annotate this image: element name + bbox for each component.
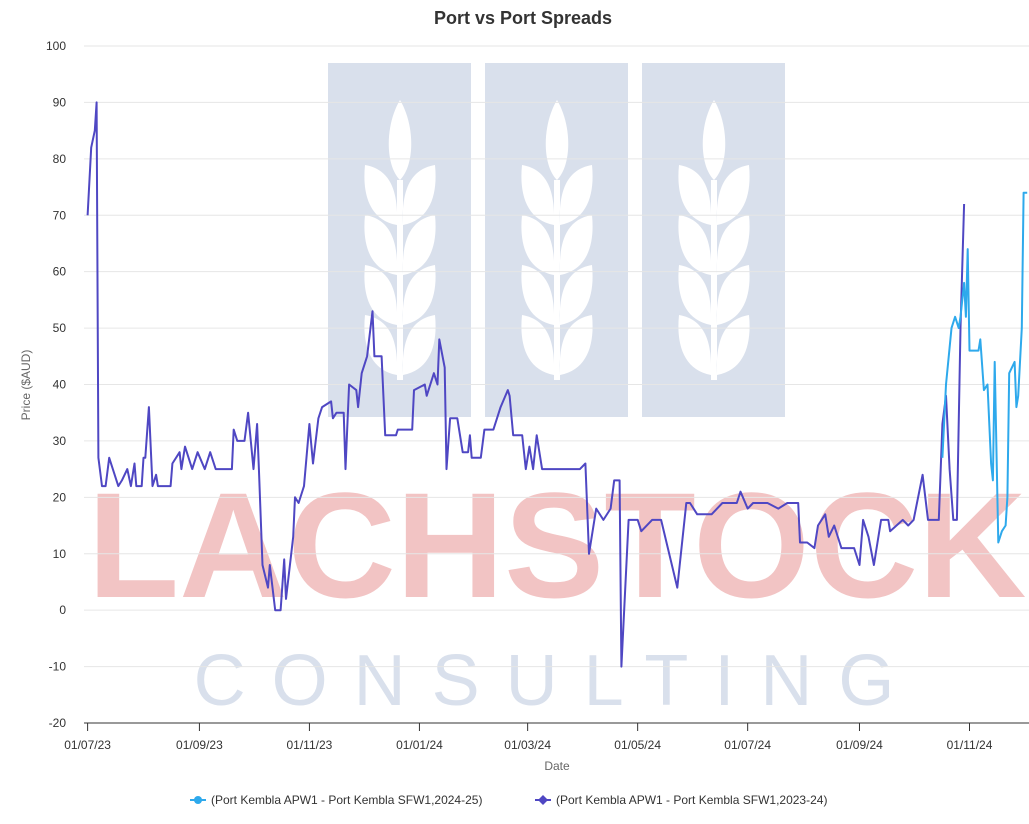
x-tick-label: 01/07/23 [64, 738, 111, 752]
watermark [328, 63, 785, 417]
x-tick-label: 01/11/24 [947, 738, 993, 752]
legend-label: (Port Kembla APW1 - Port Kembla SFW1,202… [556, 793, 827, 807]
y-tick-label: 40 [53, 378, 67, 392]
y-tick-label: 100 [46, 39, 66, 53]
x-tick-label: 01/09/24 [836, 738, 883, 752]
series-line [86, 101, 966, 668]
y-tick-label: 0 [59, 603, 66, 617]
y-tick-label: -10 [49, 660, 67, 674]
y-tick-label: 80 [53, 152, 67, 166]
series-line [941, 191, 1028, 544]
legend-item[interactable]: (Port Kembla APW1 - Port Kembla SFW1,202… [190, 793, 482, 807]
y-tick-label: 20 [53, 490, 67, 504]
watermark-title: LACHSTOCK [88, 461, 1027, 629]
y-tick-label: 70 [53, 208, 67, 222]
x-axis-label: Date [544, 759, 570, 773]
y-tick-label: 10 [53, 547, 67, 561]
y-tick-label: 90 [53, 95, 67, 109]
wheat-icons [364, 100, 750, 380]
watermark-subtitle: CONSULTING [194, 641, 921, 721]
x-tick-label: 01/11/23 [287, 738, 333, 752]
x-tick-label: 01/07/24 [724, 738, 771, 752]
legend-marker [538, 795, 548, 805]
y-tick-label: -20 [49, 716, 67, 730]
y-tick-label: 30 [53, 434, 67, 448]
y-tick-label: 50 [53, 321, 67, 335]
x-tick-label: 01/01/24 [396, 738, 443, 752]
x-tick-label: 01/03/24 [504, 738, 551, 752]
legend-marker [194, 796, 202, 804]
y-axis-label: Price ($AUD) [19, 350, 33, 421]
legend-item[interactable]: (Port Kembla APW1 - Port Kembla SFW1,202… [535, 793, 827, 807]
x-tick-label: 01/05/24 [614, 738, 661, 752]
x-tick-label: 01/09/23 [176, 738, 223, 752]
y-tick-label: 60 [53, 265, 67, 279]
legend-label: (Port Kembla APW1 - Port Kembla SFW1,202… [211, 793, 482, 807]
chart-title: Port vs Port Spreads [434, 8, 612, 28]
